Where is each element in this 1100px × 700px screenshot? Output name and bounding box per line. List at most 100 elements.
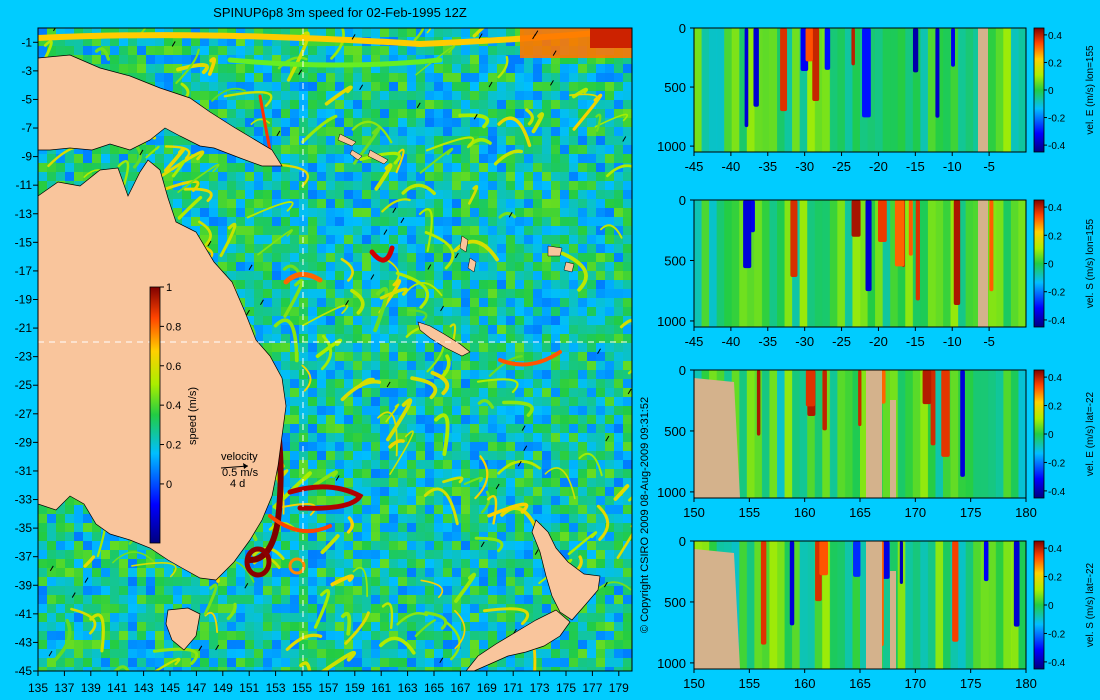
speed-cell	[425, 217, 435, 227]
speed-cell	[74, 154, 84, 164]
chart-title: SPINUP6p8 3m speed for 02-Feb-1995 12Z	[213, 5, 467, 20]
speed-cell	[371, 190, 381, 200]
speed-cell	[290, 649, 300, 659]
speed-cell	[344, 172, 354, 182]
speed-cell	[416, 298, 426, 308]
eddy-filament	[340, 611, 352, 636]
speed-cell	[524, 460, 534, 470]
speed-cell	[479, 532, 489, 542]
speed-cell	[218, 658, 228, 668]
speed-map: 135 137 139 141 143 145 147 149 151 153 155 157 159 1…	[15, 27, 633, 695]
speed-cell	[416, 343, 426, 353]
speed-cell	[362, 622, 372, 632]
speed-cell	[317, 496, 327, 506]
speed-cell	[623, 208, 632, 218]
speed-cell	[434, 199, 444, 209]
speed-cell	[434, 280, 444, 290]
speed-cell	[308, 478, 318, 488]
speed-cell	[524, 262, 534, 272]
speed-cell	[506, 379, 516, 389]
speed-cell	[335, 604, 345, 614]
speed-cell	[371, 622, 381, 632]
speed-cell	[569, 82, 579, 92]
speed-cell	[416, 73, 426, 83]
speed-cell	[542, 55, 552, 65]
speed-cell	[515, 163, 525, 173]
speed-cell	[272, 298, 282, 308]
speed-cell	[281, 550, 291, 560]
speed-cell	[551, 316, 561, 326]
eddy-filament	[351, 120, 393, 144]
speed-cell	[398, 505, 408, 515]
speed-cell	[524, 451, 534, 461]
speed-cell	[38, 559, 48, 569]
speed-cell	[587, 649, 597, 659]
speed-cell	[416, 478, 426, 488]
speed-cell	[371, 379, 381, 389]
speed-cell	[353, 190, 363, 200]
speed-cell	[308, 523, 318, 533]
speed-cell	[506, 595, 516, 605]
speed-cell	[299, 307, 309, 317]
speed-cell	[533, 145, 543, 155]
speed-cell	[137, 73, 147, 83]
speed-cell	[479, 631, 489, 641]
speed-cell	[317, 433, 327, 443]
speed-cell	[497, 55, 507, 65]
speed-cell	[254, 289, 264, 299]
speed-cell	[488, 127, 498, 137]
speed-cell	[443, 64, 453, 74]
speed-cell	[344, 505, 354, 515]
speed-cell	[47, 586, 57, 596]
speed-cell	[326, 172, 336, 182]
speed-cell	[488, 613, 498, 623]
speed-cell	[497, 559, 507, 569]
eddy-filament	[449, 323, 457, 342]
speed-cell	[578, 316, 588, 326]
speed-cell	[443, 190, 453, 200]
speed-cell	[578, 532, 588, 542]
speed-cell	[587, 172, 597, 182]
speed-cell	[371, 640, 381, 650]
speed-cell	[182, 595, 192, 605]
speed-cell	[389, 541, 399, 551]
speed-cell	[317, 451, 327, 461]
speed-cell	[272, 487, 282, 497]
speed-cell	[317, 568, 327, 578]
speed-cell	[245, 172, 255, 182]
speed-cell	[488, 208, 498, 218]
speed-cell	[605, 433, 615, 443]
speed-cell	[488, 172, 498, 182]
speed-cell	[452, 226, 462, 236]
speed-cell	[578, 478, 588, 488]
speed-cell	[488, 46, 498, 56]
speed-cell	[272, 667, 282, 671]
speed-cell	[137, 550, 147, 560]
speed-cell	[308, 352, 318, 362]
speed-cell	[299, 613, 309, 623]
speed-cell	[299, 604, 309, 614]
speed-cell	[596, 307, 606, 317]
speed-cell	[461, 379, 471, 389]
speed-cell	[128, 559, 138, 569]
speed-cell	[74, 595, 84, 605]
speed-cell	[425, 289, 435, 299]
speed-cell	[515, 469, 525, 479]
speed-cell	[614, 595, 624, 605]
speed-cell	[443, 82, 453, 92]
speed-cell	[299, 622, 309, 632]
speed-cell	[506, 361, 516, 371]
speed-cell	[443, 532, 453, 542]
speed-cell	[263, 577, 273, 587]
speed-cell	[146, 667, 156, 671]
speed-cell	[254, 109, 264, 119]
speed-cell	[452, 253, 462, 263]
speed-cell	[470, 559, 480, 569]
eddy-filament	[114, 665, 130, 671]
speed-cell	[389, 379, 399, 389]
speed-cell	[380, 64, 390, 74]
speed-cell	[605, 541, 615, 551]
speed-cell	[92, 577, 102, 587]
speed-cell	[317, 46, 327, 56]
speed-cell	[326, 136, 336, 146]
